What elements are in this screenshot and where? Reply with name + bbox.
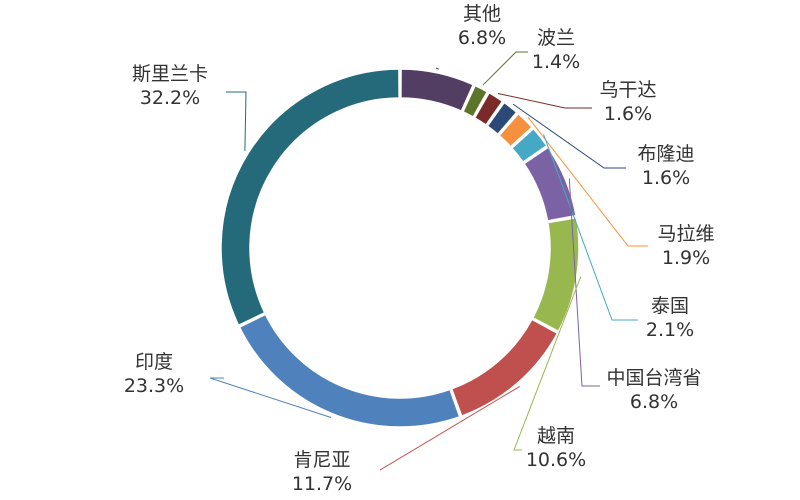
slice-name-label: 印度 <box>135 351 173 373</box>
slices <box>220 68 580 428</box>
slice-name-label: 肯尼亚 <box>293 449 350 471</box>
slice-value-label: 23.3% <box>124 375 184 397</box>
slice-8 <box>450 318 559 418</box>
leader-line-0 <box>435 67 439 70</box>
slice-name-label: 波兰 <box>537 27 575 49</box>
slice-value-label: 10.6% <box>526 449 586 471</box>
slice-name-label: 越南 <box>537 425 575 447</box>
slice-value-label: 32.2% <box>140 87 200 109</box>
slice-value-label: 2.1% <box>646 319 694 341</box>
leader-line-5 <box>543 134 638 321</box>
slice-name-label: 乌干达 <box>599 79 656 101</box>
slice-name-label: 中国台湾省 <box>606 367 701 389</box>
leader-line-7 <box>513 276 582 451</box>
leader-line-4 <box>527 117 648 247</box>
slice-name-label: 泰国 <box>651 295 689 317</box>
slice-name-label: 马拉维 <box>657 223 714 245</box>
slice-4 <box>498 112 534 148</box>
slice-7 <box>531 216 580 333</box>
slice-0 <box>400 68 475 113</box>
slice-5 <box>510 127 548 164</box>
slice-value-label: 6.8% <box>458 27 506 49</box>
leader-line-3 <box>512 103 626 169</box>
slice-3 <box>486 101 518 136</box>
leader-line-9 <box>209 377 332 418</box>
slice-value-label: 1.9% <box>662 247 710 269</box>
slice-name-label: 布隆迪 <box>637 143 694 165</box>
slice-2 <box>473 91 504 127</box>
slice-10 <box>220 68 400 327</box>
leader-line-1 <box>482 51 528 86</box>
slice-9 <box>238 313 461 428</box>
slice-value-label: 1.6% <box>642 167 690 189</box>
slice-value-label: 11.7% <box>292 473 352 495</box>
leader-line-6 <box>568 178 600 387</box>
slice-1 <box>461 84 489 119</box>
leader-line-10 <box>226 91 247 151</box>
slice-value-label: 1.4% <box>532 51 580 73</box>
slice-value-label: 1.6% <box>604 103 652 125</box>
slice-name-label: 斯里兰卡 <box>132 63 208 85</box>
leader-line-8 <box>379 385 520 471</box>
slice-name-label: 其他 <box>463 3 501 25</box>
slice-value-label: 6.8% <box>630 391 678 413</box>
leader-line-2 <box>497 92 592 109</box>
labels: 其他6.8% 波兰1.4%乌干达1.6%布隆迪1.6%马拉维1.9%泰国2.1%中… <box>124 3 715 495</box>
slice-6 <box>522 146 577 222</box>
